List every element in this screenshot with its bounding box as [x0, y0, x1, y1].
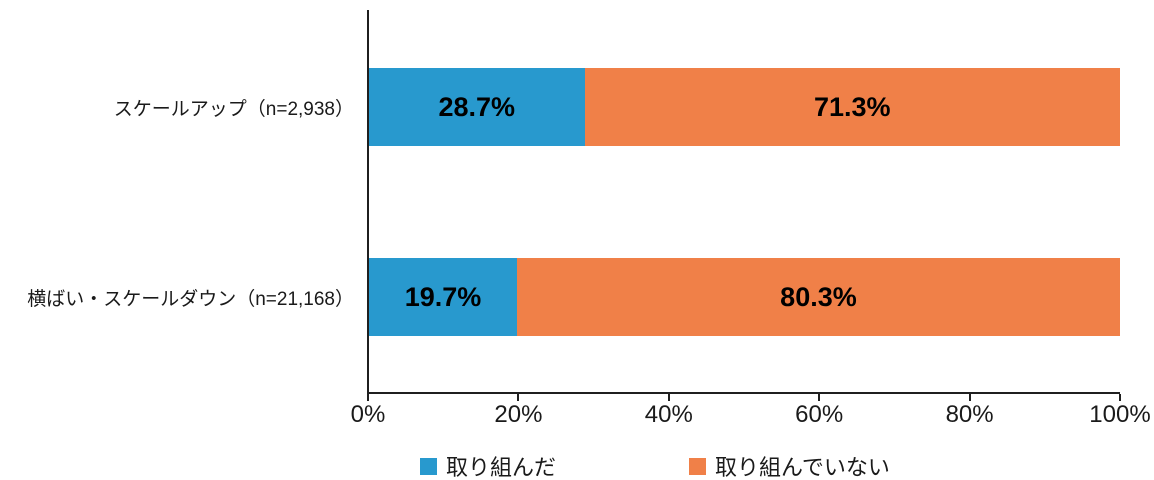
legend-item: 取り組んでいない — [689, 450, 890, 480]
category-label: スケールアップ（n=2,938） — [113, 98, 354, 120]
bar-segment: 28.7% — [369, 68, 585, 146]
x-axis-tick-label: 40% — [644, 401, 693, 428]
bar-row: 28.7% 71.3% — [369, 68, 1120, 146]
bar-segment: 71.3% — [584, 68, 1120, 146]
bar-value-label: 71.3% — [813, 91, 891, 122]
category-label: 横ばい・スケールダウン（n=21,168） — [27, 288, 354, 310]
x-axis-tick-label: 80% — [945, 401, 994, 428]
legend-swatch-icon — [689, 457, 707, 475]
legend-item: 取り組んだ — [420, 450, 556, 480]
bar-row: 19.7% 80.3% — [369, 258, 1120, 336]
bar-segment: 19.7% — [369, 258, 517, 336]
x-axis-line — [367, 392, 1120, 394]
legend-label: 取り組んだ — [446, 455, 557, 480]
y-axis-line — [367, 10, 369, 394]
x-axis-tick — [517, 394, 520, 401]
bar-value-label: 80.3% — [780, 281, 857, 312]
x-axis-tick — [968, 394, 971, 401]
x-axis-tick — [667, 394, 670, 401]
x-axis-tick-label: 100% — [1089, 401, 1151, 428]
x-axis-tick — [367, 394, 369, 401]
x-axis-tick — [1119, 394, 1121, 401]
bar-value-label: 19.7% — [404, 281, 482, 312]
x-axis-tick-label: 20% — [494, 401, 543, 428]
legend-label: 取り組んでいない — [715, 455, 890, 480]
x-axis-tick — [818, 394, 821, 401]
x-axis-tick-label: 0% — [350, 401, 386, 428]
legend-swatch-icon — [420, 457, 437, 475]
bar-value-label: 28.7% — [438, 91, 516, 122]
x-axis-tick-label: 60% — [795, 401, 844, 428]
bar-segment: 80.3% — [516, 258, 1120, 336]
legend: 取り組んだ 取り組んでいない — [420, 450, 890, 480]
